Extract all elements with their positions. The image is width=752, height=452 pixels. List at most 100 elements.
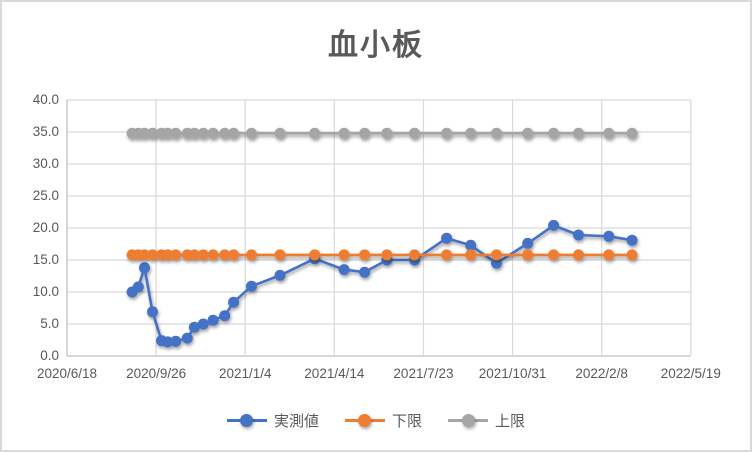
data-series [126,127,638,348]
data-point-marker [147,127,158,139]
legend-marker-lower-limit-icon [344,414,385,428]
data-point-marker [139,262,150,274]
legend-marker-upper-limit-icon [448,414,488,428]
data-point-marker [465,239,477,251]
legend-label-upper-limit: 上限 [495,413,526,430]
y-tick-label: 10.0 [32,284,59,299]
data-point-marker [274,127,286,139]
data-point-marker [147,249,158,261]
data-point-marker [603,127,615,139]
y-tick-label: 35.0 [32,124,59,139]
data-point-marker [491,249,502,261]
data-point-marker [188,127,200,139]
data-point-marker [197,318,209,330]
data-point-marker [338,127,350,139]
y-tick-label: 25.0 [32,188,59,203]
data-point-marker [147,306,158,318]
data-point-marker [219,310,231,322]
data-point-marker [309,127,321,139]
data-point-marker [465,127,477,139]
legend-item-lower-limit[interactable]: 下限 [344,410,422,431]
data-point-marker [170,249,182,261]
legend-item-upper-limit[interactable]: 上限 [448,410,525,431]
data-point-marker [170,127,182,139]
data-point-marker [409,249,420,261]
x-tick-label: 2022/2/8 [575,366,628,381]
data-point-marker [491,257,502,269]
data-point-marker [441,249,453,261]
data-point-marker [162,127,174,139]
data-point-marker [548,219,560,231]
data-point-marker [603,230,615,242]
data-point-marker [188,321,200,333]
data-point-marker [441,127,453,139]
data-point-marker [441,232,453,244]
data-point-marker [207,127,219,139]
data-point-marker [228,296,240,308]
x-tick-label: 2020/6/18 [36,366,98,381]
y-tick-label: 30.0 [32,156,59,171]
data-point-marker [139,249,150,261]
data-point-marker [359,249,371,261]
data-point-marker [603,249,615,261]
x-tick-label: 2022/5/19 [660,366,721,381]
data-point-marker [359,127,371,139]
legend-item-measured[interactable]: 実測値 [226,410,319,431]
chart-legend: 実測値 下限 上限 [2,410,750,431]
data-point-marker [522,249,534,261]
data-point-marker [188,249,200,261]
data-point-marker [626,127,638,139]
data-point-marker [381,127,393,139]
data-point-marker [162,249,174,261]
data-point-marker [162,336,174,348]
y-tick-label: 0.0 [40,348,59,363]
data-point-marker [626,234,638,246]
data-point-marker [465,249,477,261]
x-tick-label: 2020/9/26 [126,366,187,381]
y-tick-label: 5.0 [40,316,59,331]
data-point-marker [219,249,231,261]
y-tick-label: 20.0 [32,220,59,235]
data-point-marker [246,127,257,139]
data-point-marker [309,249,321,261]
data-point-marker [338,264,350,276]
data-point-marker [181,332,193,344]
series-下限 [126,249,638,261]
data-point-marker [139,127,150,139]
data-point-marker [338,249,350,261]
data-point-marker [219,127,231,139]
data-point-marker [548,127,560,139]
data-point-marker [573,229,584,241]
data-point-marker [197,127,209,139]
x-tick-label: 2021/7/23 [393,366,454,381]
data-point-marker [246,280,257,292]
data-point-marker [132,281,144,293]
data-point-marker [197,249,209,261]
y-tick-label: 15.0 [32,252,59,267]
legend-marker-measured-icon [226,414,267,428]
data-point-marker [359,266,371,278]
y-tick-label: 40.0 [32,92,59,107]
legend-label-measured: 実測値 [273,413,319,430]
x-tick-label: 2021/4/14 [304,366,365,381]
data-point-marker [170,335,182,347]
data-point-marker [573,249,584,261]
data-point-marker [573,127,584,139]
data-point-marker [522,237,534,249]
data-point-marker [381,249,393,261]
legend-label-lower-limit: 下限 [391,413,422,430]
x-tick-label: 2021/10/31 [478,366,547,381]
data-point-marker [409,127,420,139]
x-tick-label: 2021/1/4 [218,366,272,381]
data-point-marker [246,249,257,261]
data-point-marker [274,249,286,261]
data-point-marker [228,249,240,261]
data-point-marker [491,127,502,139]
data-point-marker [626,249,638,261]
data-point-marker [207,314,219,326]
data-point-marker [522,127,534,139]
data-point-marker [228,127,240,139]
data-point-marker [274,269,286,281]
